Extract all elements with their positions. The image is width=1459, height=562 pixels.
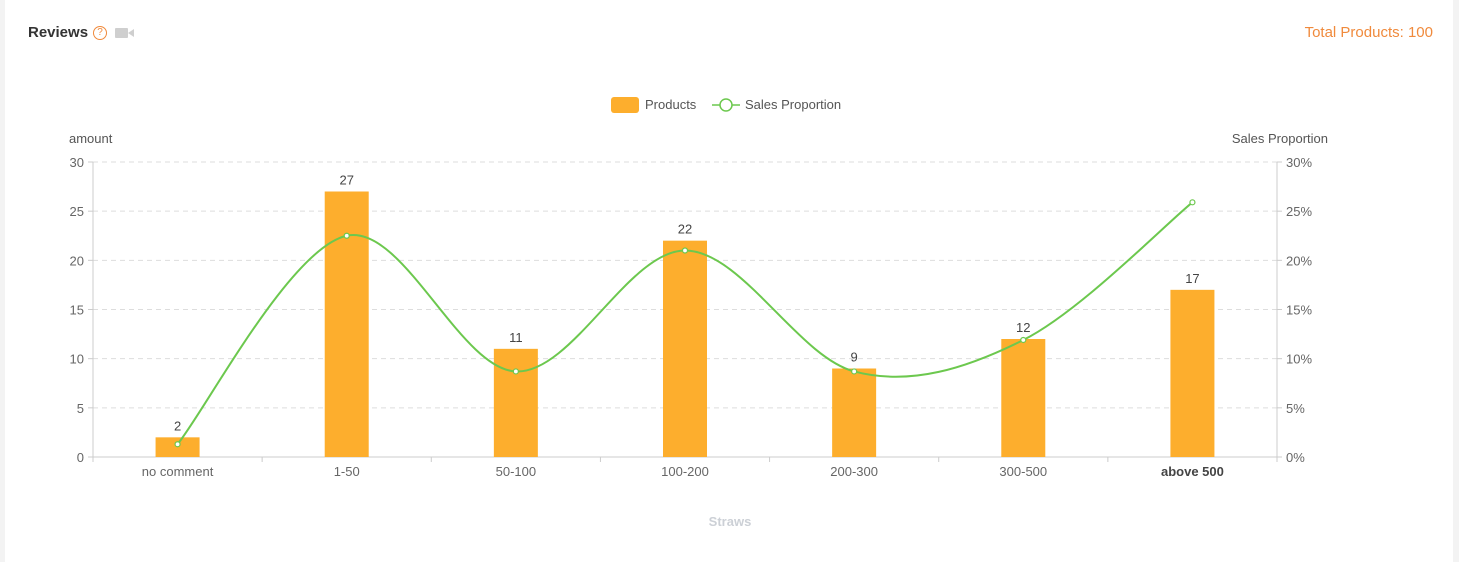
bar [493,348,538,457]
bar [324,191,369,457]
y-left-tick-label: 20 [70,253,84,268]
bar-value-label: 11 [509,330,523,345]
y-left-tick-label: 0 [77,450,84,465]
y-left-axis-title: amount [69,131,113,146]
legend-products-swatch[interactable] [611,97,639,113]
x-tick-label: 200-300 [830,464,878,479]
sales-proportion-point [681,247,689,254]
x-tick-label: 300-500 [999,464,1047,479]
x-tick-label: no comment [142,464,214,479]
y-left-tick-label: 25 [70,204,84,219]
total-products: Total Products: 100 [1304,24,1433,41]
y-left-tick-label: 30 [70,155,84,170]
sales-proportion-point [512,368,519,375]
help-icon[interactable]: ? [93,26,107,40]
sales-proportion-point [174,441,181,448]
y-right-tick-label: 0% [1286,450,1305,465]
sales-proportion-point [1020,336,1027,344]
bar-value-label: 22 [678,222,692,237]
sales-proportion-point [1189,199,1196,206]
sales-proportion-point [851,368,858,375]
bar [663,240,707,457]
x-tick-label: above 500 [1161,464,1224,479]
y-right-axis-title: Sales Proportion [1232,131,1328,146]
bar-value-label: 9 [851,350,858,365]
y-right-tick-label: 5% [1286,401,1305,416]
card-title: Reviews [28,24,89,41]
y-right-tick-label: 25% [1286,204,1312,219]
y-left-tick-label: 10 [70,352,84,367]
reviews-card: Reviews ? Total Products: 100 [5,0,1453,562]
legend-sales-label[interactable]: Sales Proportion [745,97,841,112]
bar-value-label: 2 [174,418,181,433]
legend-sales-marker[interactable] [719,98,733,112]
bar [1170,289,1215,457]
bar-value-label: 12 [1016,320,1030,335]
bar [1001,339,1046,457]
y-right-tick-label: 30% [1286,155,1312,170]
y-left-tick-label: 5 [77,401,84,416]
y-right-tick-label: 20% [1286,253,1312,268]
x-tick-label: 1-50 [334,464,360,479]
y-right-tick-label: 10% [1286,352,1312,367]
x-axis-title: Straws [709,514,752,529]
video-camera-icon[interactable] [115,27,135,39]
x-tick-label: 50-100 [496,464,536,479]
bar-value-label: 27 [339,173,353,188]
legend-products-label[interactable]: Products [645,97,697,112]
bar-value-label: 17 [1185,271,1199,286]
sales-proportion-point [343,232,350,239]
x-tick-label: 100-200 [661,464,709,479]
bar [832,368,877,457]
y-right-tick-label: 15% [1286,303,1312,318]
y-left-tick-label: 15 [70,303,84,318]
